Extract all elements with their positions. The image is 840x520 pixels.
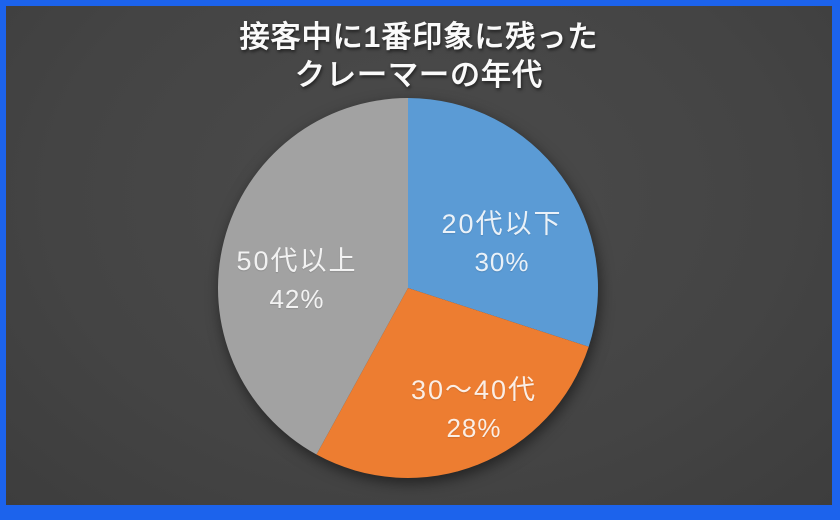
slide-canvas: 接客中に1番印象に残った クレーマーの年代 20代以下 30% 50代以上 42… (6, 6, 832, 505)
slice-label-50s-over: 50代以上 42% (236, 242, 357, 318)
pie-slice-30〜40代 (316, 288, 589, 478)
chart-title-line1: 接客中に1番印象に残った (239, 21, 599, 54)
slice-percent: 28% (446, 413, 502, 443)
slice-name: 20代以下 (441, 209, 563, 239)
slice-label-20s-under: 20代以下 30% (441, 205, 562, 281)
chart-title-line2: クレーマーの年代 (295, 59, 543, 92)
slice-percent: 42% (269, 284, 325, 314)
slice-name: 50代以上 (236, 246, 358, 276)
slice-name: 30〜40代 (410, 375, 538, 405)
slice-label-30-40s: 30〜40代 28% (411, 371, 537, 447)
pie-chart (198, 78, 618, 498)
pie-slice-50代以上 (218, 98, 408, 455)
chart-title: 接客中に1番印象に残った クレーマーの年代 (6, 19, 832, 95)
pie-slice-20代以下 (408, 98, 598, 347)
slice-percent: 30% (474, 247, 530, 277)
pie-chart-svg (218, 98, 598, 478)
